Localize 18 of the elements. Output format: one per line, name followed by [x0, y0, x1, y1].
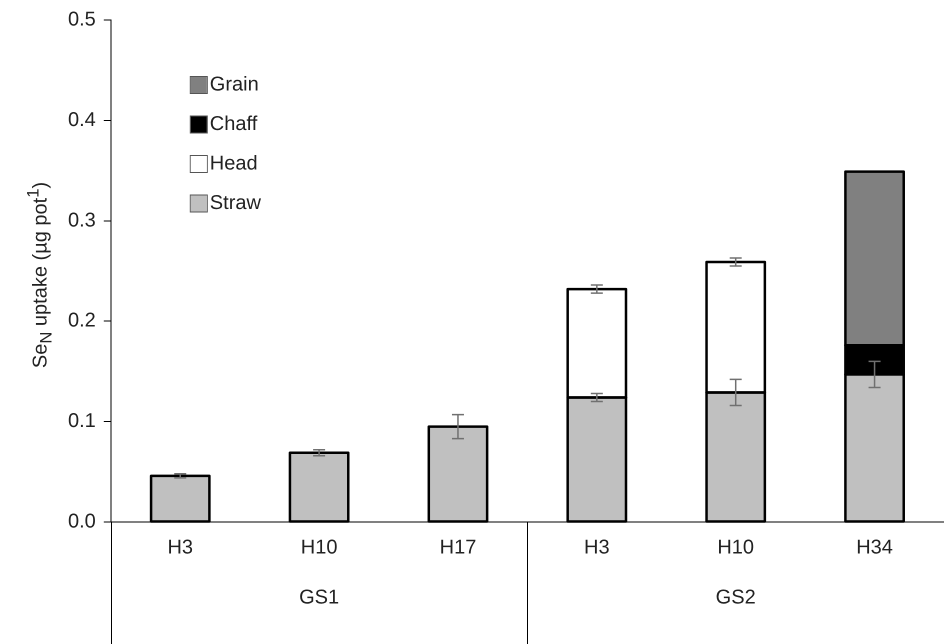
legend-label: Straw: [210, 192, 262, 214]
x-tick-label: H10: [300, 536, 338, 559]
x-tick-label: H3: [584, 536, 610, 559]
legend-label: Head: [210, 152, 258, 175]
y-tick-label: 0.2: [68, 310, 96, 332]
text: GS1: [299, 586, 340, 609]
y-tick-label: 0.3: [68, 209, 96, 232]
y-tick-label: 0.4: [68, 108, 96, 131]
legend-label: Chaff: [210, 113, 258, 136]
y-tick-label: 0.5: [68, 8, 96, 31]
x-tick-label: H34: [856, 536, 893, 559]
y-tick-label: 0.1: [68, 410, 96, 432]
x-tick-label: H10: [717, 536, 754, 559]
x-tick-label: H3: [167, 536, 194, 559]
y-tick-label: 0.0: [68, 510, 96, 533]
legend-label: Grain: [210, 74, 259, 96]
x-tick-label: H17: [440, 536, 476, 559]
text: GS2: [716, 586, 756, 609]
